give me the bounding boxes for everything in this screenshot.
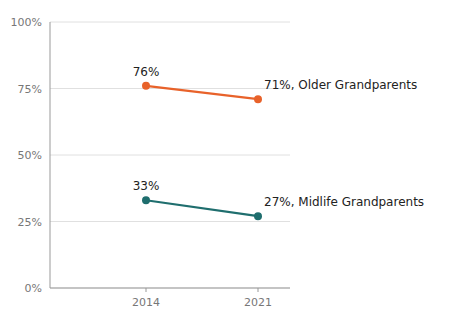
grid-line xyxy=(50,22,290,23)
x-tick xyxy=(146,288,147,292)
x-tick-label: 2021 xyxy=(244,296,272,309)
annotation: 27%, Midlife Grandparents xyxy=(264,195,424,209)
x-axis-line xyxy=(50,288,290,289)
y-tick-label: 50% xyxy=(18,149,42,162)
y-tick-label: 100% xyxy=(11,16,42,29)
y-tick-label: 0% xyxy=(25,282,42,295)
series-point xyxy=(254,95,262,103)
annotation: 33% xyxy=(133,179,160,193)
series-point xyxy=(142,196,150,204)
x-tick xyxy=(258,288,259,292)
annotation: 71%, Older Grandparents xyxy=(264,78,417,92)
series-line xyxy=(146,200,258,216)
series-line xyxy=(146,86,258,99)
y-axis-line xyxy=(50,22,51,288)
annotation: 76% xyxy=(133,65,160,79)
grid-line xyxy=(50,288,290,289)
chart: 0% 25% 50% 75% 100% 2014 2021 76% 71%, Older Gra… xyxy=(0,0,474,320)
series-point xyxy=(142,82,150,90)
series-point xyxy=(254,212,262,220)
y-tick-label: 25% xyxy=(18,216,42,229)
grid-line xyxy=(50,155,290,156)
y-tick-label: 75% xyxy=(18,83,42,96)
grid-line xyxy=(50,221,290,222)
x-tick-label: 2014 xyxy=(132,296,160,309)
plot-area xyxy=(142,82,262,220)
